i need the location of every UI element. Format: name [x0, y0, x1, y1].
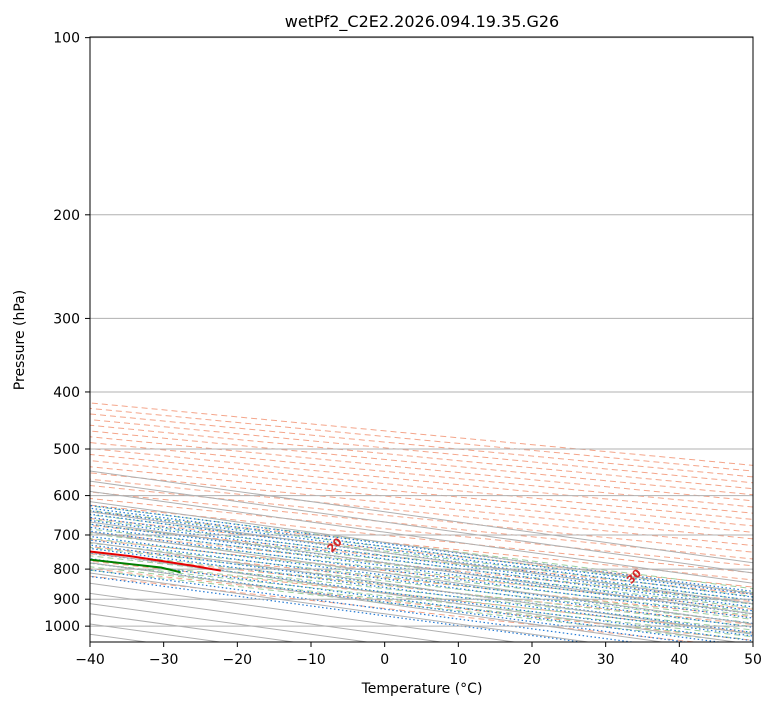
y-tick-label: 800: [53, 562, 80, 578]
dry-adiabat-line: [90, 430, 753, 496]
dry-adiabat-line: [90, 436, 753, 502]
plot-area: 0.10.20.40.611.52346810131620253036-100-…: [90, 37, 753, 642]
x-tick-label: −30: [149, 652, 179, 668]
dry-adiabat-line: [90, 460, 753, 527]
x-tick-label: −20: [223, 652, 253, 668]
dry-adiabat-line: [90, 575, 699, 642]
x-axis-title: Temperature (°C): [361, 681, 483, 697]
x-tick-label: 0: [380, 652, 389, 668]
isotherms: [90, 470, 753, 642]
isotherm-line: [90, 480, 753, 574]
moist-adiabat-line: [90, 566, 741, 640]
y-tick-label: 500: [53, 442, 80, 458]
moist-adiabat-line: [90, 523, 753, 605]
plot-frame: [89, 36, 754, 643]
y-tick-label: 300: [53, 311, 80, 327]
chart-title: wetPf2_C2E2.2026.094.19.35.G26: [285, 12, 559, 32]
x-tick-label: 10: [449, 652, 467, 668]
x-tick-label: 30: [597, 652, 615, 668]
isotherm-line: [90, 541, 753, 635]
dry-adiabat-line: [90, 442, 753, 508]
isotherm-line: [90, 521, 753, 615]
y-axis-title: Pressure (hPa): [12, 290, 28, 390]
dry-adiabat-line: [90, 538, 753, 610]
y-tick-label: 700: [53, 528, 80, 544]
moist-adiabat-line: [90, 528, 753, 609]
pressure-gridlines: [90, 37, 753, 627]
y-tick-label: 600: [53, 489, 80, 505]
moist-adiabat-line: [90, 551, 753, 628]
isotherm-line: [90, 470, 753, 564]
y-tick-label: 400: [53, 385, 80, 401]
moist-adiabat-line: [90, 562, 753, 638]
dry-adiabat-line: [90, 553, 753, 626]
y-axis-ticks: 100 200 300 400 500 600 700 800 900 1000: [44, 31, 90, 635]
x-tick-label: 50: [744, 652, 762, 668]
x-tick-label: −40: [75, 652, 105, 668]
dry-adiabat-line: [90, 472, 753, 540]
x-axis-ticks: −40 −30 −20 −10 0 10 20 30 40 50: [75, 642, 762, 668]
isotherm-line: [90, 511, 753, 605]
x-tick-label: 20: [523, 652, 541, 668]
isotherm-line: [90, 501, 753, 594]
y-tick-label: 900: [53, 592, 80, 608]
moist-adiabat-line: [90, 569, 712, 640]
isotherm-line: [90, 490, 753, 584]
y-tick-label: 1000: [44, 619, 80, 635]
x-tick-label: 40: [670, 652, 688, 668]
y-tick-label: 200: [53, 208, 80, 224]
isotherm-line: [90, 531, 753, 625]
y-tick-label: 100: [53, 31, 80, 47]
dry-adiabat-line: [90, 466, 753, 533]
x-tick-label: −10: [296, 652, 326, 668]
